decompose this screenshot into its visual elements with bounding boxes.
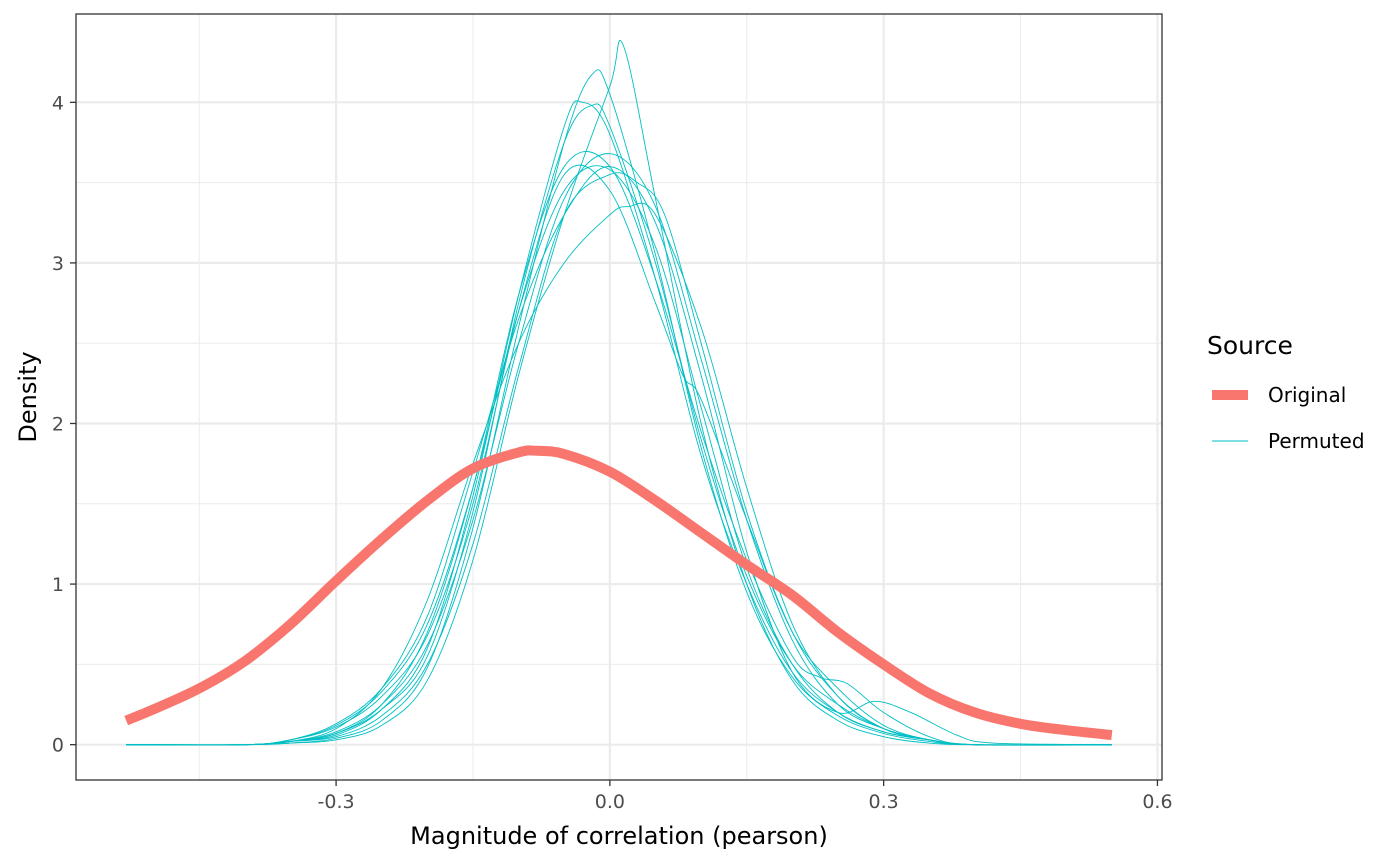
series-line-permuted	[126, 166, 1112, 746]
series-line-permuted	[126, 165, 1112, 746]
major-gridlines	[76, 14, 1162, 780]
series-lines	[124, 39, 1113, 746]
x-axis-title: Magnitude of correlation (pearson)	[410, 822, 828, 850]
x-tick-label: -0.3	[318, 791, 355, 813]
y-tick-label: 1	[52, 574, 64, 596]
legend-label-permuted: Permuted	[1268, 429, 1365, 453]
y-axis-ticks: 0 1 2 3 4	[52, 92, 76, 757]
x-tick-label: 0.0	[595, 791, 625, 813]
y-tick-label: 3	[52, 253, 64, 275]
y-tick-label: 2	[52, 413, 64, 435]
legend-title: Source	[1207, 331, 1293, 360]
series-line-permuted	[126, 164, 1112, 746]
plot-panel-border	[75, 13, 1163, 781]
y-tick-label: 4	[52, 92, 64, 114]
series-line-permuted	[126, 103, 1112, 746]
series-line-permuted	[126, 39, 1112, 746]
minor-gridlines	[76, 14, 1162, 780]
x-tick-label: 0.6	[1142, 791, 1172, 813]
series-line-permuted	[126, 172, 1112, 746]
series-line-permuted	[126, 69, 1112, 746]
x-axis-ticks: -0.3 0.0 0.3 0.6	[318, 780, 1173, 813]
series-line-original	[124, 445, 1113, 741]
legend-label-original: Original	[1268, 383, 1346, 407]
y-axis-title: Density	[14, 351, 42, 442]
x-tick-label: 0.3	[869, 791, 899, 813]
series-line-permuted	[126, 151, 1112, 746]
y-tick-label: 0	[52, 735, 64, 757]
legend: Source Original Permuted	[1207, 331, 1365, 453]
